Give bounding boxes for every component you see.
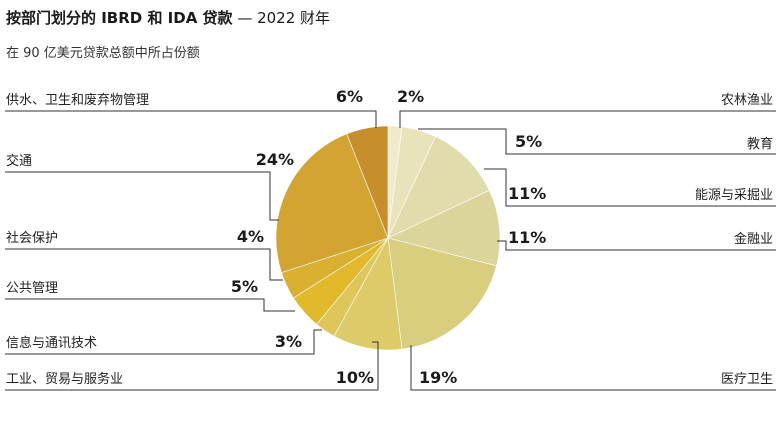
category-label-industry: 工业、贸易与服务业 (6, 371, 123, 387)
leader-line-industry (5, 341, 379, 391)
percent-label-agriculture: 2% (397, 87, 424, 106)
category-label-health: 医疗卫生 (721, 372, 773, 387)
percent-label-water: 6% (336, 87, 363, 106)
percent-label-energy: 11% (508, 184, 546, 203)
chart-title-year: — 2022 财年 (232, 9, 331, 27)
category-label-finance: 金融业 (734, 231, 773, 247)
percent-label-industry: 10% (336, 368, 374, 387)
category-label-ict: 信息与通讯技术 (6, 335, 97, 351)
category-label-water: 供水、卫生和废弃物管理 (6, 92, 149, 108)
pie-slice-9 (275, 133, 389, 273)
pie-slice-2 (387, 136, 490, 239)
leader-line-finance (497, 240, 776, 251)
pie-slice-4 (387, 237, 497, 350)
pie-slices (275, 125, 501, 351)
leader-line-health (410, 345, 776, 391)
category-label-social-protection: 社会保护 (6, 230, 58, 246)
leader-lines (5, 110, 776, 391)
pie-slice-3 (387, 189, 501, 267)
category-label-energy: 能源与采掘业 (695, 188, 773, 203)
category-label-agriculture: 农林渔业 (721, 93, 773, 108)
chart-subtitle: 在 90 亿美元贷款总额中所占份额 (6, 46, 200, 61)
leader-line-social-protection (5, 248, 283, 281)
category-label-transport: 交通 (6, 153, 32, 169)
leader-line-agriculture (399, 110, 776, 128)
chart-title-text: 按部门划分的 IBRD 和 IDA 贷款 (6, 9, 233, 27)
leader-line-ict (5, 329, 322, 355)
percent-label-finance: 11% (508, 228, 546, 247)
percent-labels: 2% 5% 11% 11% 19% 10% 3% 5% 4% 24% 6% (231, 87, 546, 387)
category-labels: 农林渔业 教育 能源与采掘业 金融业 医疗卫生 工业、贸易与服务业 信息与通讯技… (6, 92, 773, 387)
percent-label-ict: 3% (275, 332, 302, 351)
leader-line-transport (5, 171, 279, 221)
category-label-public-admin: 公共管理 (6, 281, 58, 296)
chart-title: 按部门划分的 IBRD 和 IDA 贷款 — 2022 财年 (6, 7, 330, 28)
leader-line-public-admin (5, 298, 295, 312)
percent-label-education: 5% (515, 132, 542, 151)
leader-line-water (5, 110, 377, 128)
percent-label-social-protection: 4% (237, 227, 264, 246)
leader-line-education (418, 128, 776, 155)
percent-label-public-admin: 5% (231, 277, 258, 296)
category-label-education: 教育 (747, 136, 773, 152)
pie-slice-10 (346, 125, 389, 239)
percent-label-transport: 24% (256, 150, 294, 169)
percent-label-health: 19% (419, 368, 457, 387)
leader-line-energy (484, 168, 776, 207)
